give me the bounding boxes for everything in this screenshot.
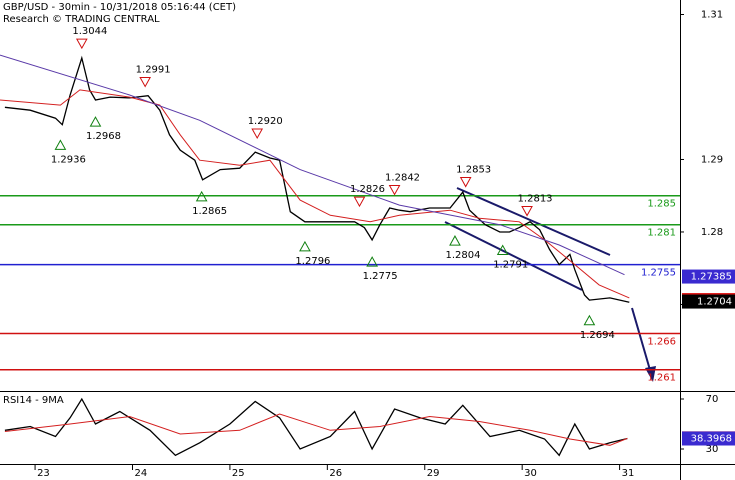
price-tag-label: 1.27385 xyxy=(691,272,732,283)
pivot-label: 1.3044 xyxy=(72,26,107,37)
series-line xyxy=(4,397,628,457)
x-tick-label: 29 xyxy=(427,468,440,479)
price-tag-label: 1.2704 xyxy=(697,297,732,308)
pivot-label: 1.2826 xyxy=(350,184,385,195)
level-label: 1.261 xyxy=(647,373,676,384)
price-tag xyxy=(682,269,735,284)
y-tick-label: 30 xyxy=(706,444,719,455)
pivot-marker xyxy=(583,314,596,326)
price-tag xyxy=(682,294,735,309)
pivot-label: 1.2775 xyxy=(363,271,398,282)
series-line xyxy=(4,413,628,446)
channel-line xyxy=(444,221,583,291)
pivot-label: 1.2920 xyxy=(248,116,283,127)
price-tag xyxy=(682,431,735,446)
pivot-marker xyxy=(388,185,401,196)
x-tick-label: 30 xyxy=(524,468,537,479)
pivot-marker xyxy=(89,116,102,127)
pivot-label: 1.2865 xyxy=(192,206,227,217)
x-tick-label: 26 xyxy=(329,468,342,479)
series-line xyxy=(0,54,625,276)
pivot-marker xyxy=(449,235,461,246)
pivot-label: 1.2936 xyxy=(51,154,86,165)
level-label: 1.2755 xyxy=(641,268,676,279)
y-tick-label: 1.29 xyxy=(701,154,723,165)
forecast-arrow xyxy=(631,307,651,371)
x-tick-label: 23 xyxy=(37,468,50,479)
series-line xyxy=(0,89,630,299)
chart-title: GBP/USD - 30min - 10/31/2018 05:16:44 (C… xyxy=(3,2,236,13)
pivot-marker xyxy=(459,177,472,188)
x-tick-label: 25 xyxy=(232,468,245,479)
pivot-label: 1.2813 xyxy=(518,194,553,205)
pivot-label: 1.2968 xyxy=(86,131,121,142)
pivot-marker xyxy=(251,128,264,140)
y-tick-label: 70 xyxy=(706,394,719,405)
rsi-title: RSI14 - 9MA xyxy=(3,395,64,406)
pivot-marker xyxy=(75,38,88,50)
price-tag-label: 38.3968 xyxy=(691,434,732,445)
chart-subtitle: Research © TRADING CENTRAL xyxy=(3,14,160,25)
pivot-marker xyxy=(299,240,311,252)
pivot-marker xyxy=(521,206,533,217)
level-label: 1.285 xyxy=(647,199,676,210)
pivot-label: 1.2991 xyxy=(136,65,171,76)
y-tick-label: 1.31 xyxy=(701,9,723,20)
pivot-label: 1.2694 xyxy=(580,330,615,341)
pivot-marker xyxy=(139,77,152,88)
series-line xyxy=(4,55,630,303)
level-label: 1.281 xyxy=(647,228,676,239)
x-tick-label: 24 xyxy=(134,468,147,479)
pivot-marker xyxy=(54,139,67,150)
pivot-marker xyxy=(195,190,208,202)
level-label: 1.266 xyxy=(647,336,676,347)
pivot-label: 1.2853 xyxy=(456,165,491,176)
pivot-label: 1.2791 xyxy=(493,259,528,270)
y-tick-label: 1.28 xyxy=(701,227,723,238)
pivot-label: 1.2796 xyxy=(295,256,330,267)
pivot-label: 1.2842 xyxy=(385,173,420,184)
channel-line xyxy=(456,187,611,256)
pivot-marker xyxy=(353,196,366,208)
pivot-marker xyxy=(496,244,509,255)
x-tick-label: 31 xyxy=(622,468,635,479)
pivot-label: 1.2804 xyxy=(445,250,480,261)
pivot-marker xyxy=(366,256,378,267)
